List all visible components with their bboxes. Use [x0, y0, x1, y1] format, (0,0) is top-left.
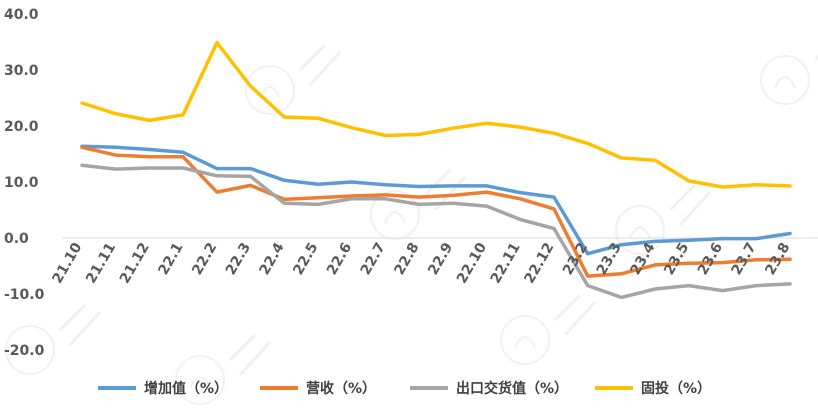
x-tick-label: 22.5: [290, 240, 321, 278]
watermark-seal: [500, 293, 597, 365]
y-tick-label: 20.0: [4, 119, 39, 135]
series-line-1: [80, 144, 792, 256]
x-tick-label: 22.4: [257, 240, 288, 278]
x-tick-label: 22.9: [425, 240, 456, 278]
watermark-seal: [175, 333, 272, 405]
x-tick-label: 22.12: [521, 240, 557, 286]
y-tick-label: -20.0: [4, 343, 45, 359]
x-tick-label: 22.11: [488, 240, 524, 286]
watermark-seal: [5, 303, 102, 375]
series-line-4: [80, 40, 792, 189]
x-tick-label: 22.6: [324, 240, 355, 278]
series-lines: [80, 40, 792, 300]
y-axis-tick-labels: 40.0 30.0 20.0 10.0 0.0 -10.0 -20.0: [4, 7, 45, 359]
x-tick-label: 23.6: [695, 240, 726, 278]
legend-label: 固投（%）: [641, 381, 711, 397]
legend-label: 营收（%）: [306, 380, 376, 397]
x-tick-label: 22.8: [391, 240, 422, 278]
legend-label: 增加值（%）: [144, 380, 228, 397]
x-tick-label: 22.1: [155, 240, 186, 278]
x-tick-label: 21.11: [83, 240, 119, 286]
x-tick-label: 22.10: [454, 240, 490, 287]
legend-label: 出口交货值（%）: [456, 380, 568, 397]
x-tick-label: 22.3: [223, 240, 254, 278]
watermark-layer: [5, 43, 818, 405]
series-line-2: [80, 145, 792, 278]
watermark-seal: [760, 54, 818, 105]
watermark-seal: [615, 183, 712, 255]
series-line-3: [80, 163, 792, 300]
watermark-seal: [245, 43, 342, 115]
x-tick-label: 21.12: [117, 240, 153, 286]
x-tick-label: 22.2: [189, 240, 220, 278]
x-tick-label: 22.7: [358, 240, 389, 278]
y-tick-label: -10.0: [4, 287, 45, 303]
x-tick-label: 23.4: [627, 240, 658, 278]
legend: 增加值（%） 营收（%） 出口交货值（%） 固投（%）: [98, 380, 711, 397]
x-tick-label: 23.5: [661, 240, 692, 278]
y-tick-label: 40.0: [4, 7, 39, 23]
x-tick-label: 21.10: [49, 240, 85, 287]
y-tick-label: 30.0: [4, 63, 39, 79]
y-tick-label: 10.0: [4, 175, 39, 191]
y-tick-label: 0.0: [4, 231, 29, 247]
